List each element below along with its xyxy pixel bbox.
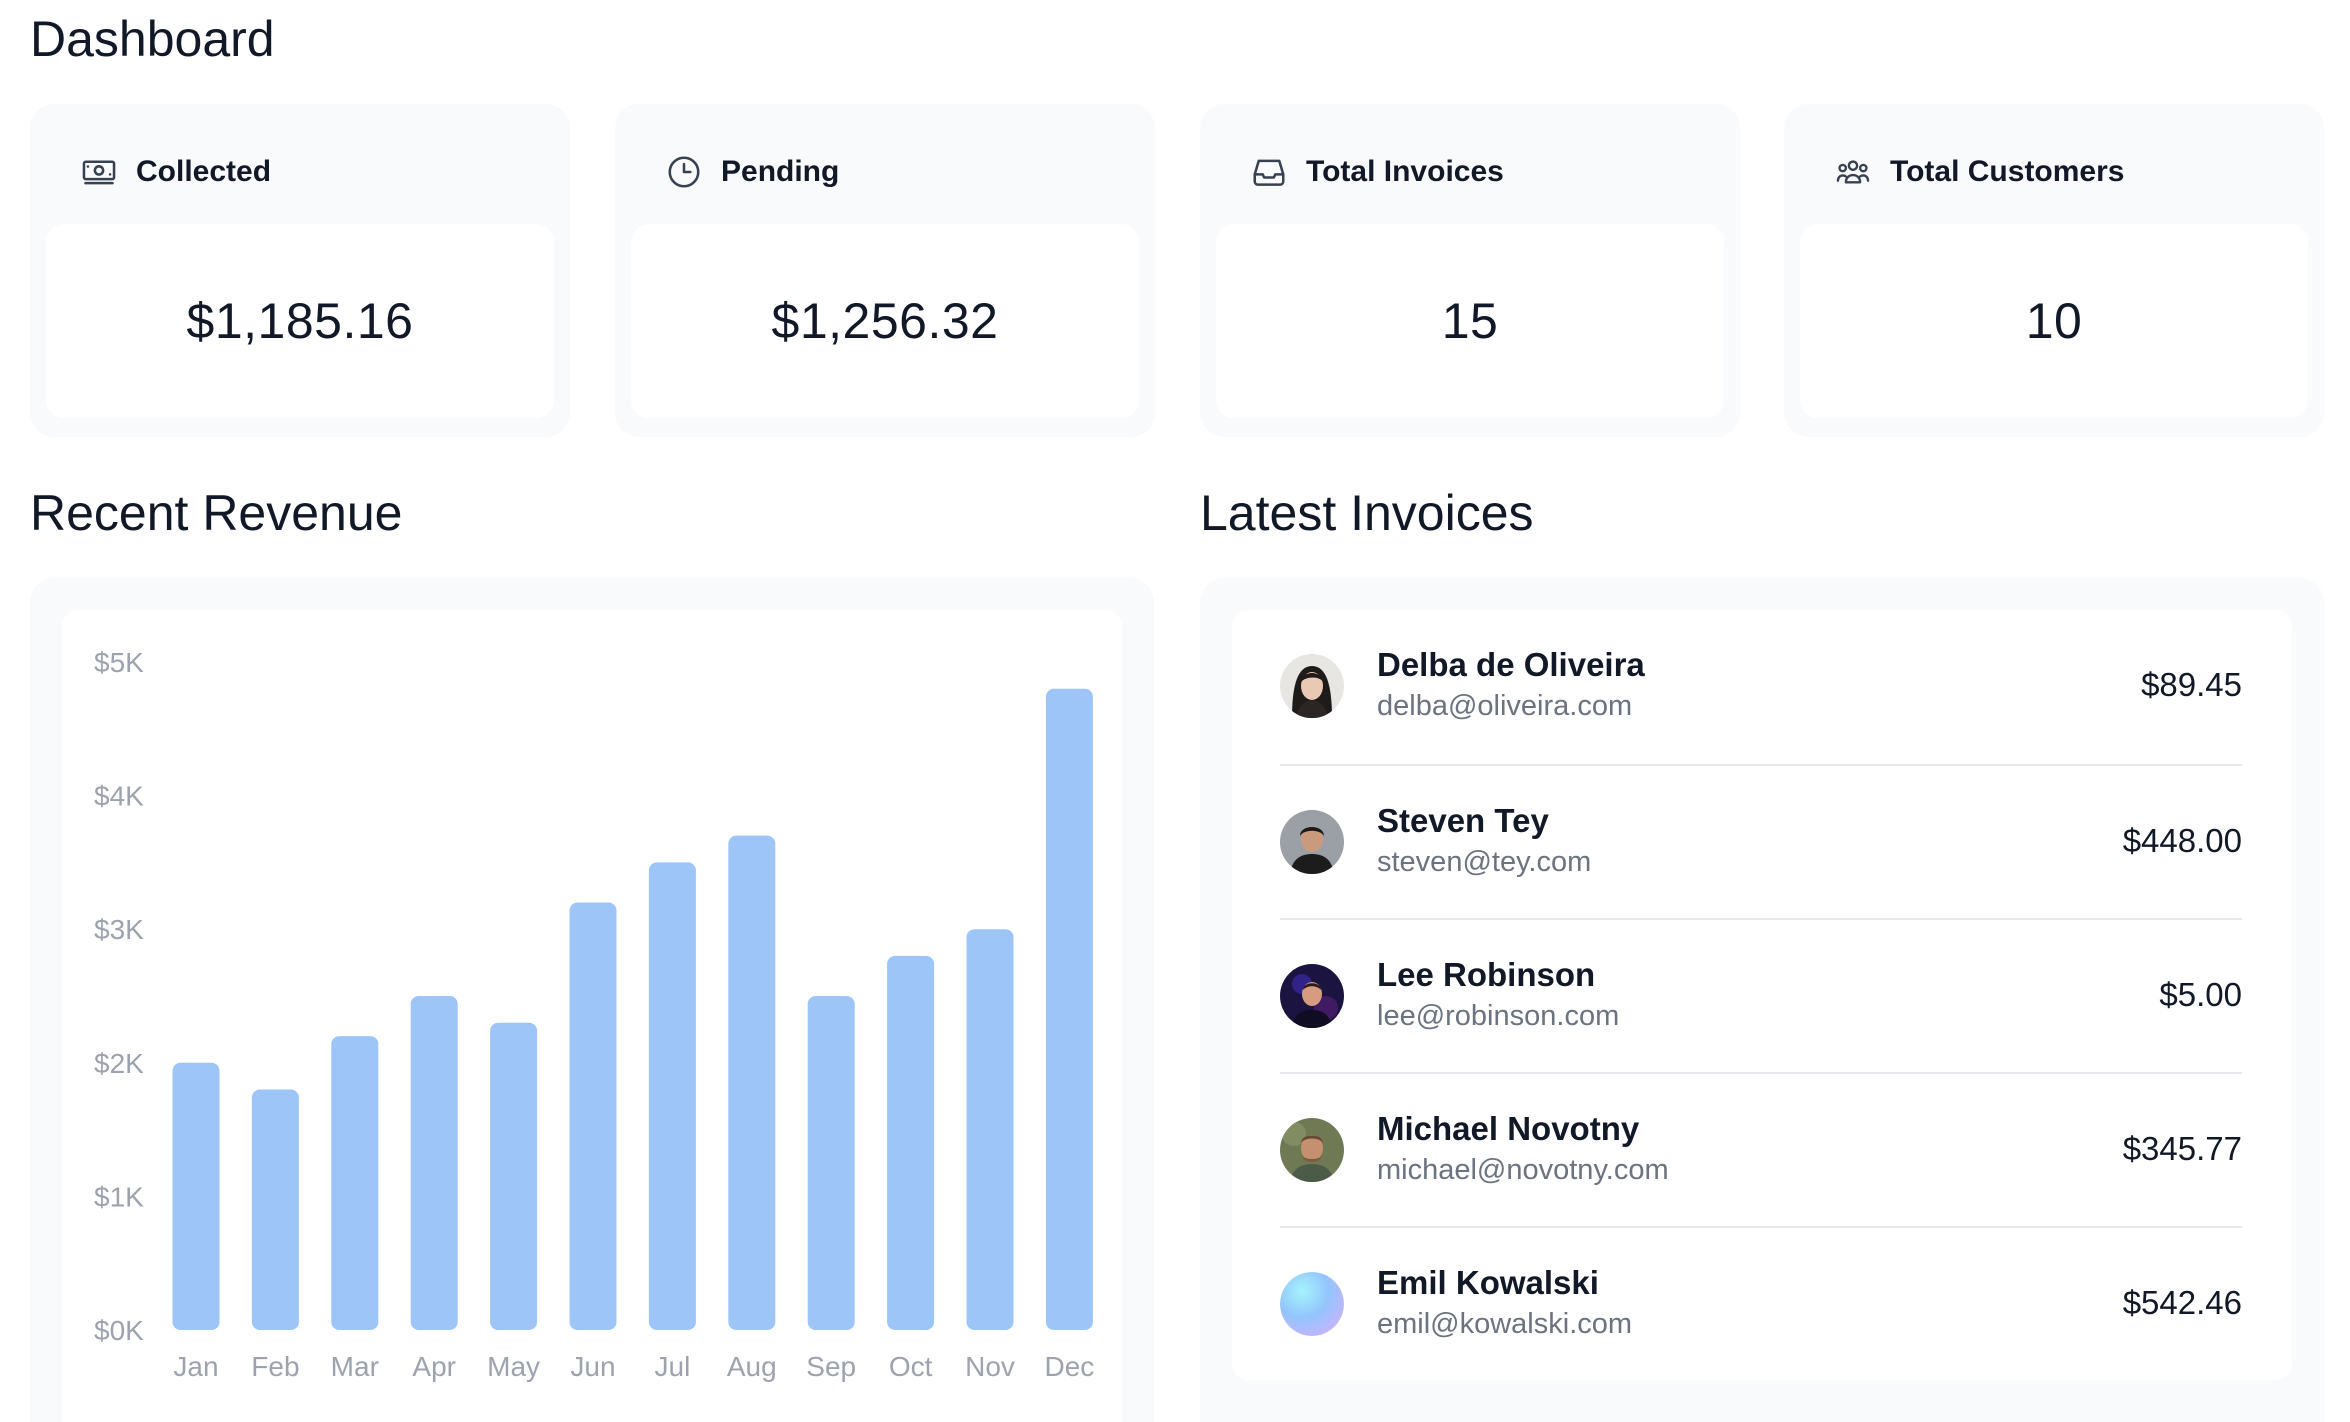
card-value-box: 10 <box>1800 224 2308 418</box>
inbox-icon <box>1250 153 1288 191</box>
card-total-invoices: Total Invoices 15 <box>1200 104 1740 437</box>
invoice-amount: $5.00 <box>2159 976 2242 1013</box>
x-tick-label: Jan <box>173 1351 218 1382</box>
card-header: Collected <box>80 152 271 192</box>
invoice-row[interactable]: Michael Novotny michael@novotny.com $345… <box>1280 1072 2242 1226</box>
x-tick-label: Feb <box>251 1351 299 1382</box>
bar-jun[interactable] <box>569 902 617 1330</box>
invoice-amount: $345.77 <box>2122 1130 2242 1167</box>
x-tick-label: May <box>487 1351 540 1382</box>
card-label: Total Customers <box>1890 155 2125 188</box>
invoice-amount: $448.00 <box>2122 822 2242 859</box>
bar-feb[interactable] <box>251 1089 299 1330</box>
user-group-icon <box>1834 153 1872 191</box>
invoice-customer-email: emil@kowalski.com <box>1377 1308 1633 1340</box>
recent-revenue-title: Recent Revenue <box>30 485 403 541</box>
bar-jan[interactable] <box>172 1062 220 1330</box>
invoice-row[interactable]: Delba de Oliveira delba@oliveira.com $89… <box>1280 610 2242 764</box>
invoice-row[interactable]: Emil Kowalski emil@kowalski.com $542.46 <box>1280 1226 2242 1380</box>
avatar <box>1280 654 1344 718</box>
avatar <box>1280 810 1344 874</box>
invoice-amount: $542.46 <box>2122 1284 2242 1321</box>
bar-oct[interactable] <box>887 955 935 1330</box>
invoice-row[interactable]: Lee Robinson lee@robinson.com $5.00 <box>1280 918 2242 1072</box>
card-value: 10 <box>2025 293 2083 349</box>
revenue-chart-panel: $0K $1K $2K $3K $4K $5K Jan Feb Mar Apr May Jun Jul A… <box>30 578 1154 1422</box>
avatar <box>1280 964 1344 1028</box>
x-tick-label: Aug <box>727 1351 777 1382</box>
card-label: Collected <box>136 155 272 188</box>
card-value-box: 15 <box>1216 224 1724 418</box>
x-tick-label: Oct <box>889 1351 933 1382</box>
y-tick-label: $0K <box>94 1315 144 1346</box>
invoice-customer-email: michael@novotny.com <box>1377 1154 1669 1186</box>
invoice-customer-name: Lee Robinson <box>1377 956 1596 993</box>
card-pending: Pending $1,256.32 <box>615 104 1155 437</box>
avatar <box>1280 1272 1344 1336</box>
bar-mar[interactable] <box>331 1036 379 1330</box>
bar-apr[interactable] <box>410 996 458 1330</box>
invoice-customer-name: Delba de Oliveira <box>1377 646 1645 683</box>
bar-may[interactable] <box>490 1022 538 1330</box>
card-value: $1,256.32 <box>771 293 999 349</box>
x-tick-label: Jul <box>655 1351 691 1382</box>
card-value: $1,185.16 <box>186 293 414 349</box>
card-value: 15 <box>1441 293 1499 349</box>
avatar <box>1280 1118 1344 1182</box>
y-tick-label: $3K <box>94 914 144 945</box>
x-tick-label: Apr <box>412 1351 456 1382</box>
invoice-customer-email: steven@tey.com <box>1377 846 1592 878</box>
banknotes-icon <box>80 153 118 191</box>
card-label: Total Invoices <box>1306 155 1504 188</box>
card-header: Pending <box>665 152 839 192</box>
card-value-box: $1,185.16 <box>46 224 554 418</box>
clock-icon <box>665 153 703 191</box>
revenue-chart: $0K $1K $2K $3K $4K $5K Jan Feb Mar Apr May Jun Jul A… <box>94 647 1095 1382</box>
invoice-customer-name: Michael Novotny <box>1377 1110 1640 1147</box>
bar-sep[interactable] <box>807 996 855 1330</box>
x-tick-label: Dec <box>1045 1351 1095 1382</box>
card-label: Pending <box>721 155 840 188</box>
x-tick-label: Sep <box>806 1351 856 1382</box>
bar-dec[interactable] <box>1045 688 1093 1330</box>
card-header: Total Customers <box>1834 152 2124 192</box>
x-tick-label: Jun <box>570 1351 615 1382</box>
revenue-chart-box: $0K $1K $2K $3K $4K $5K Jan Feb Mar Apr May Jun Jul A… <box>62 610 1122 1422</box>
y-tick-label: $1K <box>94 1181 144 1212</box>
x-tick-label: Nov <box>965 1351 1015 1382</box>
invoice-row[interactable]: Steven Tey steven@tey.com $448.00 <box>1280 764 2242 918</box>
invoice-customer-email: delba@oliveira.com <box>1377 690 1633 722</box>
page-title: Dashboard <box>30 11 275 67</box>
card-header: Total Invoices <box>1250 152 1504 192</box>
latest-invoices-panel: Delba de Oliveira delba@oliveira.com $89… <box>1200 578 2324 1422</box>
invoice-amount: $89.45 <box>2141 666 2242 703</box>
card-value-box: $1,256.32 <box>631 224 1139 418</box>
invoice-customer-email: lee@robinson.com <box>1377 1000 1620 1032</box>
card-total-customers: Total Customers 10 <box>1784 104 2324 437</box>
invoice-customer-name: Emil Kowalski <box>1377 1264 1599 1301</box>
y-tick-label: $5K <box>94 647 144 678</box>
bar-jul[interactable] <box>648 862 696 1330</box>
invoice-customer-name: Steven Tey <box>1377 802 1549 839</box>
card-collected: Collected $1,185.16 <box>30 104 570 437</box>
y-tick-label: $2K <box>94 1048 144 1079</box>
x-tick-label: Mar <box>331 1351 379 1382</box>
latest-invoices-list: Delba de Oliveira delba@oliveira.com $89… <box>1232 610 2292 1380</box>
bar-aug[interactable] <box>728 835 776 1330</box>
latest-invoices-title: Latest Invoices <box>1200 485 1534 541</box>
bar-nov[interactable] <box>966 929 1014 1330</box>
y-tick-label: $4K <box>94 781 144 812</box>
stat-cards: Collected $1,185.16 Pending $1,256.32 <box>30 104 2324 437</box>
